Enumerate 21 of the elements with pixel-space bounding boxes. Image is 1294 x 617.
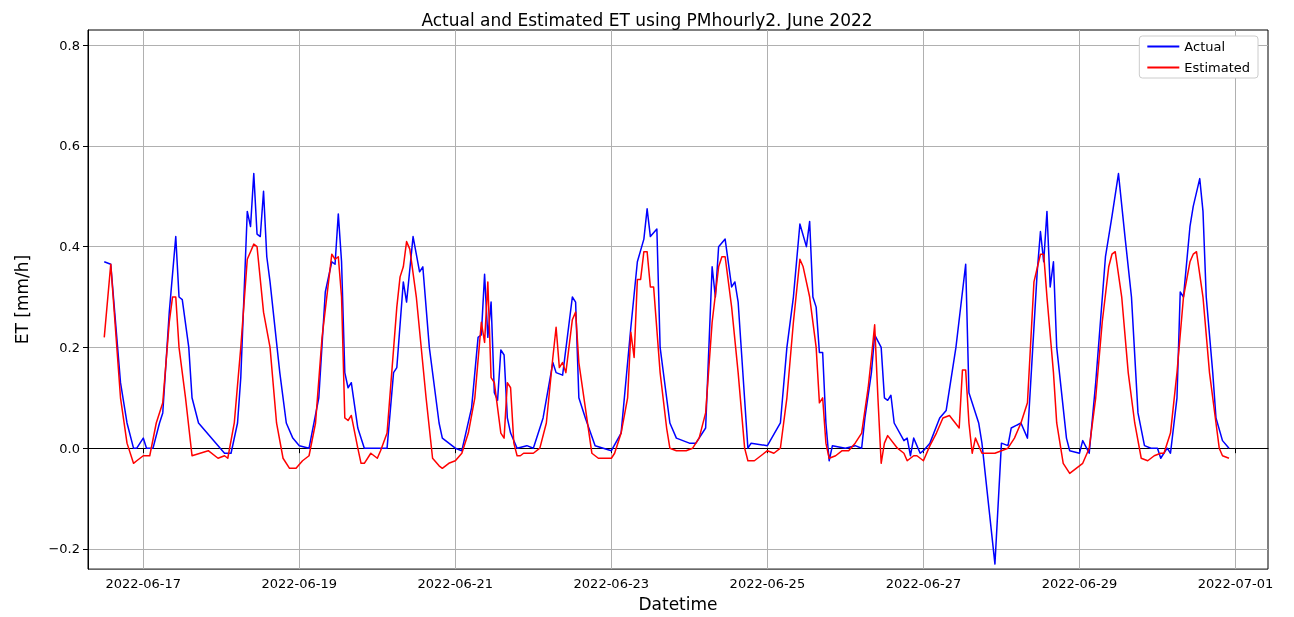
y-axis-title: ET [mm/h] xyxy=(11,254,32,345)
x-axis-title: Datetime xyxy=(638,593,718,614)
x-tick-label: 2022-06-27 xyxy=(885,576,962,592)
legend-label: Estimated xyxy=(1184,60,1251,75)
y-tick-label: 0.8 xyxy=(59,37,80,53)
line-series xyxy=(103,240,1230,475)
x-tick-label: 2022-06-23 xyxy=(573,576,650,592)
x-tick-label: 2022-07-01 xyxy=(1197,576,1274,592)
line-series xyxy=(103,172,1230,565)
y-tick-label: 0.2 xyxy=(59,339,80,355)
x-tick-label: 2022-06-25 xyxy=(729,576,806,592)
x-tick-label: 2022-06-21 xyxy=(417,576,494,592)
y-tick-label: 0.6 xyxy=(59,138,80,154)
x-tick-label: 2022-06-17 xyxy=(105,576,182,592)
legend-label: Actual xyxy=(1184,39,1226,54)
chart-title: Actual and Estimated ET using PMhourly2. June 2022 xyxy=(421,9,873,30)
y-tick-label: −0.2 xyxy=(48,541,80,557)
x-tick-label: 2022-06-19 xyxy=(261,576,338,592)
x-tick-label: 2022-06-29 xyxy=(1041,576,1118,592)
y-tick-label: 0.4 xyxy=(59,239,80,255)
y-tick-label: 0.0 xyxy=(59,440,80,456)
